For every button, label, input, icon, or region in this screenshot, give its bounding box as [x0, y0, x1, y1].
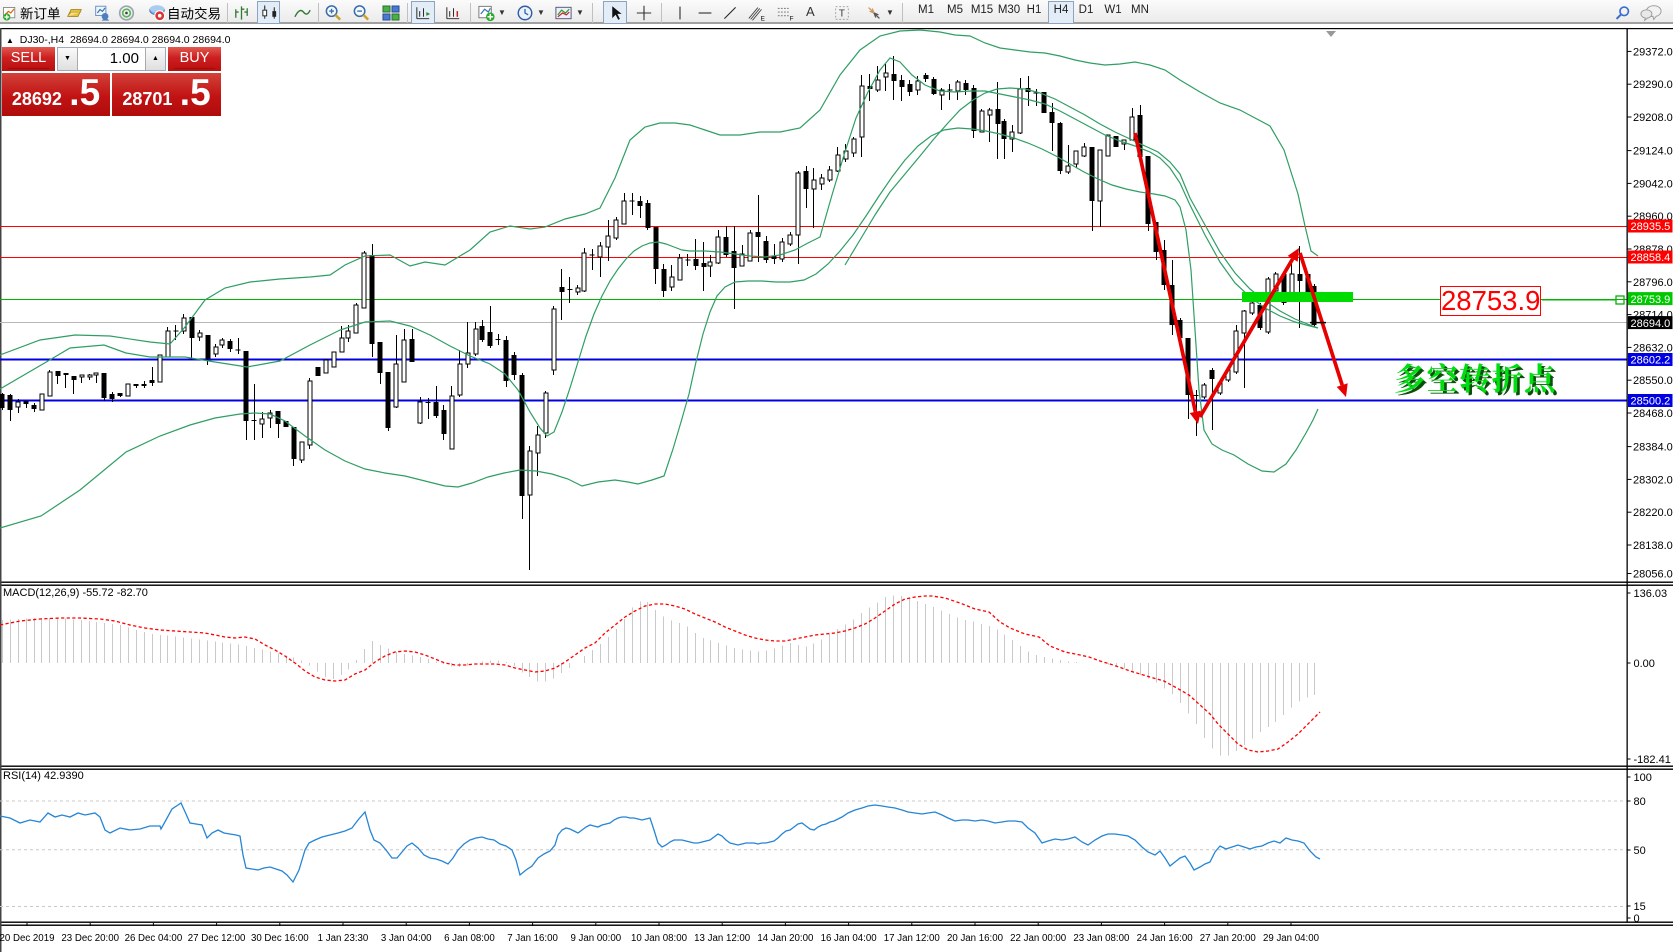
svg-text:28500.2: 28500.2: [1631, 396, 1671, 408]
svg-text:28858.4: 28858.4: [1631, 252, 1671, 264]
svg-text:29124.0: 29124.0: [1633, 146, 1673, 158]
svg-text:16 Jan 04:00: 16 Jan 04:00: [821, 933, 878, 944]
svg-text:28935.5: 28935.5: [1631, 221, 1671, 233]
svg-text:23 Jan 08:00: 23 Jan 08:00: [1073, 933, 1130, 944]
svg-text:27 Dec 12:00: 27 Dec 12:00: [188, 933, 246, 944]
svg-text:20 Dec 2019: 20 Dec 2019: [0, 933, 54, 944]
svg-text:F: F: [790, 15, 794, 22]
svg-text:28138.0: 28138.0: [1633, 540, 1673, 552]
svg-text:-182.41: -182.41: [1634, 754, 1671, 766]
svg-text:13 Jan 12:00: 13 Jan 12:00: [694, 933, 751, 944]
svg-text:1 Jan 23:30: 1 Jan 23:30: [318, 933, 369, 944]
svg-text:7 Jan 16:00: 7 Jan 16:00: [507, 933, 558, 944]
svg-text:27 Jan 20:00: 27 Jan 20:00: [1200, 933, 1257, 944]
svg-text:100: 100: [1634, 772, 1652, 784]
svg-text:3 Jan 04:00: 3 Jan 04:00: [381, 933, 432, 944]
svg-text:80: 80: [1634, 796, 1646, 808]
svg-text:28632.0: 28632.0: [1633, 342, 1673, 354]
svg-text:28220.0: 28220.0: [1633, 507, 1673, 519]
svg-text:14 Jan 20:00: 14 Jan 20:00: [757, 933, 814, 944]
svg-text:28694.0: 28694.0: [1631, 318, 1671, 330]
svg-text:23 Dec 20:00: 23 Dec 20:00: [61, 933, 119, 944]
svg-text:0: 0: [1634, 913, 1640, 925]
svg-text:6 Jan 08:00: 6 Jan 08:00: [444, 933, 495, 944]
svg-text:10 Jan 08:00: 10 Jan 08:00: [631, 933, 688, 944]
svg-text:28384.0: 28384.0: [1633, 442, 1673, 454]
svg-text:28796.0: 28796.0: [1633, 277, 1673, 289]
svg-text:28753.9: 28753.9: [1631, 294, 1671, 306]
svg-text:22 Jan 00:00: 22 Jan 00:00: [1010, 933, 1067, 944]
svg-text:50: 50: [1634, 845, 1646, 857]
svg-text:20 Jan 16:00: 20 Jan 16:00: [947, 933, 1004, 944]
svg-text:28302.0: 28302.0: [1633, 474, 1673, 486]
svg-text:29208.0: 29208.0: [1633, 112, 1673, 124]
svg-text:24 Jan 16:00: 24 Jan 16:00: [1137, 933, 1194, 944]
svg-text:9 Jan 00:00: 9 Jan 00:00: [570, 933, 621, 944]
svg-text:29 Jan 04:00: 29 Jan 04:00: [1263, 933, 1320, 944]
svg-text:28056.0: 28056.0: [1633, 569, 1673, 581]
svg-text:0.00: 0.00: [1634, 658, 1655, 670]
svg-text:29372.0: 29372.0: [1633, 46, 1673, 58]
svg-text:28468.0: 28468.0: [1633, 408, 1673, 420]
svg-text:136.03: 136.03: [1634, 588, 1668, 600]
svg-text:26 Dec 04:00: 26 Dec 04:00: [125, 933, 183, 944]
svg-text:29042.0: 29042.0: [1633, 178, 1673, 190]
svg-text:29290.0: 29290.0: [1633, 79, 1673, 91]
svg-text:17 Jan 12:00: 17 Jan 12:00: [884, 933, 941, 944]
svg-text:28602.2: 28602.2: [1631, 355, 1671, 367]
svg-text:30 Dec 16:00: 30 Dec 16:00: [251, 933, 309, 944]
svg-text:28550.0: 28550.0: [1633, 375, 1673, 387]
svg-text:E: E: [761, 15, 765, 22]
svg-text:15: 15: [1634, 901, 1646, 913]
svg-text:T: T: [839, 9, 845, 20]
